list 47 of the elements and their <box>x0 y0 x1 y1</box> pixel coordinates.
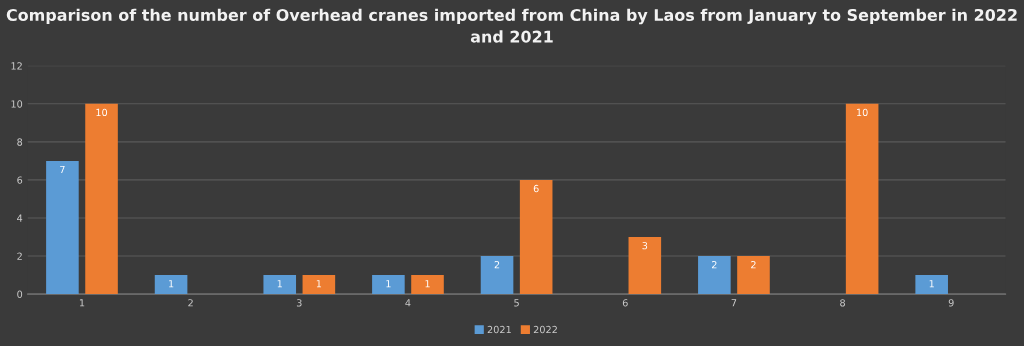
x-tick-label: 1 <box>79 299 85 307</box>
x-tick-label: 3 <box>296 299 302 307</box>
data-label: 3 <box>642 241 648 250</box>
data-label: 2 <box>494 260 500 269</box>
bar <box>737 256 770 295</box>
data-label: 7 <box>60 165 65 174</box>
x-tick-label: 7 <box>731 299 737 307</box>
bar <box>519 179 553 295</box>
data-label: 1 <box>425 280 430 288</box>
data-label: 1 <box>929 280 934 288</box>
y-tick-label: 0 <box>17 290 23 298</box>
data-label: 1 <box>316 280 322 288</box>
data-label: 6 <box>533 184 539 193</box>
y-tick-label: 6 <box>17 176 23 184</box>
y-tick-label: 2 <box>17 252 22 260</box>
data-label: 10 <box>96 108 108 117</box>
bar <box>698 256 731 295</box>
data-label: 2 <box>751 260 756 269</box>
bar <box>154 275 188 295</box>
legend-label: 2021 <box>487 325 511 334</box>
bar <box>915 275 948 295</box>
y-tick-label: 12 <box>11 62 22 70</box>
chart-title: Comparison of the number of Overhead cranes imported from China by Laos from January to September in 2022 and 2021 <box>6 8 1017 43</box>
legend-label: 2022 <box>533 325 557 334</box>
x-tick-label: 2 <box>188 299 193 307</box>
bar <box>46 160 79 295</box>
bar <box>480 256 514 295</box>
data-label: 1 <box>277 280 282 288</box>
data-label: 1 <box>169 280 174 288</box>
bar <box>302 275 336 295</box>
bar <box>372 275 405 295</box>
x-tick-label: 8 <box>840 299 846 307</box>
y-tick-label: 8 <box>17 138 23 146</box>
bar <box>628 237 662 295</box>
y-tick-label: 10 <box>11 100 23 108</box>
bar <box>845 103 879 295</box>
x-tick-label: 6 <box>622 299 628 307</box>
y-tick-label: 4 <box>17 214 23 222</box>
bar <box>411 275 444 295</box>
data-label: 1 <box>386 280 391 288</box>
x-tick-label: 5 <box>514 299 519 307</box>
bar <box>85 103 118 295</box>
data-label: 10 <box>857 108 868 117</box>
data-label: 2 <box>711 260 717 269</box>
x-tick-label: 4 <box>405 299 411 307</box>
bar <box>263 275 297 295</box>
x-tick-label: 9 <box>948 299 954 307</box>
